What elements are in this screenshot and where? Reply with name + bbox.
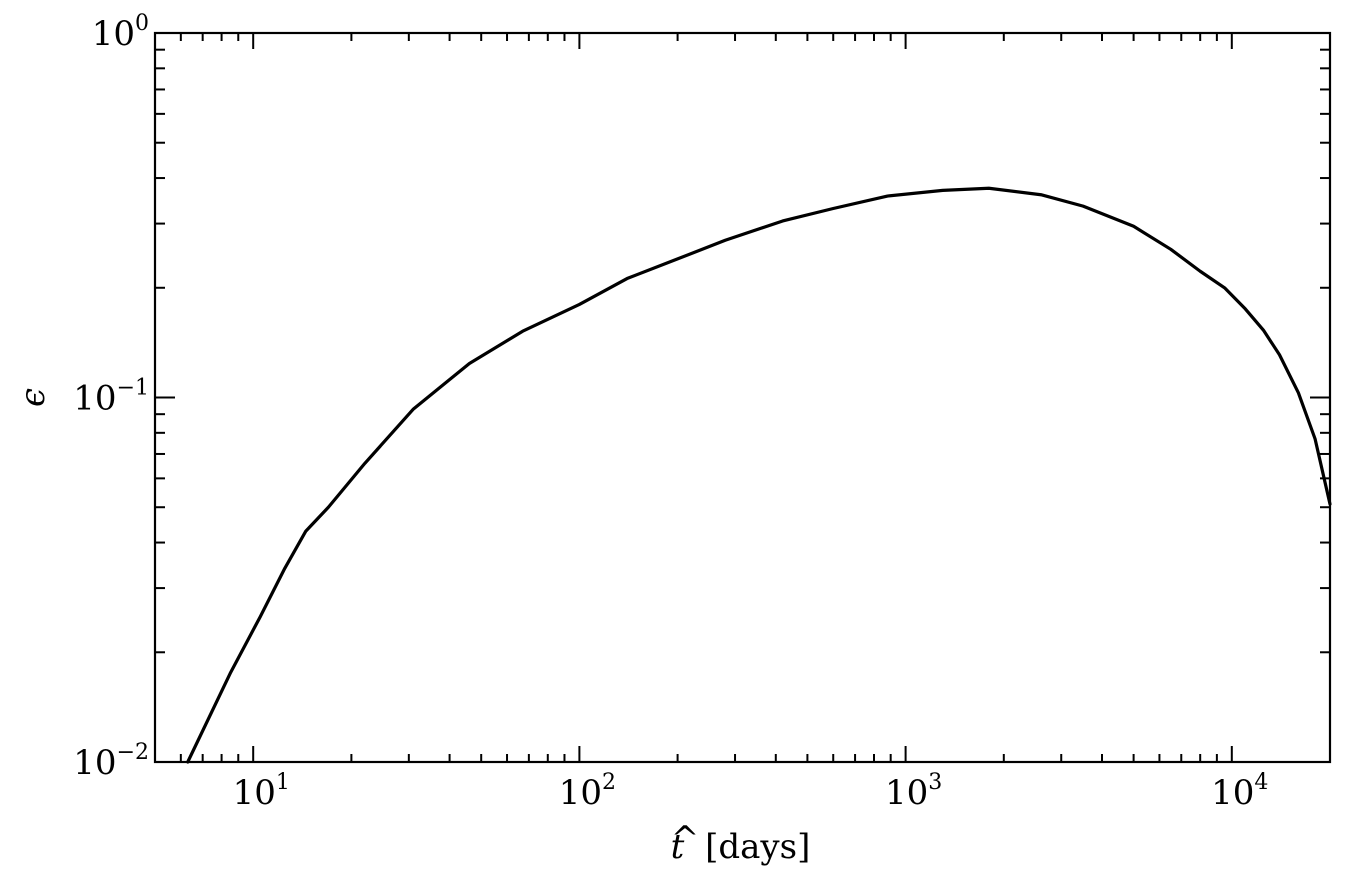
x-axis-symbol: t [671,827,685,867]
x-tick-label: 101 [233,770,290,813]
x-axis-unit: [days] [705,827,810,867]
y-axis-label: ϵ [13,388,53,407]
x-tick-label: 102 [559,770,616,813]
y-tick-label: 10−2 [73,740,149,783]
x-axis-label: t [days] [671,827,811,867]
y-tick-label: 100 [92,11,149,54]
axis-ticks [154,32,1331,763]
x-tick-label: 104 [1211,770,1268,813]
x-tick-label: 103 [885,770,942,813]
tick-labels: 101 102 103 104 10−2 10−1 100 [73,11,1268,813]
y-tick-label: 10−1 [73,376,149,419]
series-line [186,186,1332,764]
plot-frame [153,31,1332,764]
x-axis-hat: ^ [671,819,700,859]
